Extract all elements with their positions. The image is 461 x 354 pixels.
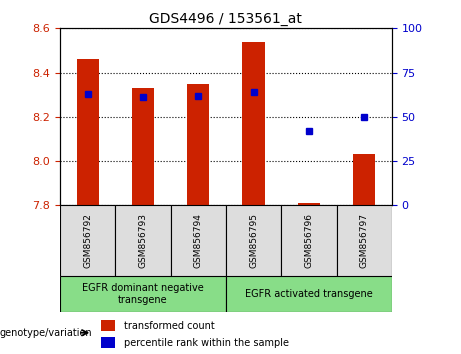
Text: EGFR dominant negative
transgene: EGFR dominant negative transgene	[82, 283, 204, 305]
Bar	[353, 154, 375, 205]
Bar	[187, 84, 209, 205]
Text: GSM856795: GSM856795	[249, 213, 258, 268]
Title: GDS4496 / 153561_at: GDS4496 / 153561_at	[149, 12, 302, 26]
Text: EGFR activated transgene: EGFR activated transgene	[245, 289, 373, 299]
Bar	[298, 203, 320, 205]
Bar	[77, 59, 99, 205]
FancyBboxPatch shape	[226, 276, 392, 312]
FancyBboxPatch shape	[60, 276, 226, 312]
Text: GSM856796: GSM856796	[304, 213, 313, 268]
FancyBboxPatch shape	[226, 205, 281, 276]
Text: genotype/variation: genotype/variation	[0, 328, 93, 338]
FancyBboxPatch shape	[115, 205, 171, 276]
Bar	[242, 42, 265, 205]
Text: GSM856794: GSM856794	[194, 213, 203, 268]
Text: GSM856793: GSM856793	[138, 213, 148, 268]
Bar	[132, 88, 154, 205]
Text: GSM856792: GSM856792	[83, 213, 92, 268]
Text: percentile rank within the sample: percentile rank within the sample	[124, 337, 290, 348]
Bar	[101, 320, 115, 331]
FancyBboxPatch shape	[60, 205, 115, 276]
Text: GSM856797: GSM856797	[360, 213, 369, 268]
FancyBboxPatch shape	[281, 205, 337, 276]
FancyBboxPatch shape	[171, 205, 226, 276]
FancyBboxPatch shape	[337, 205, 392, 276]
Text: transformed count: transformed count	[124, 320, 215, 331]
Bar	[101, 337, 115, 348]
